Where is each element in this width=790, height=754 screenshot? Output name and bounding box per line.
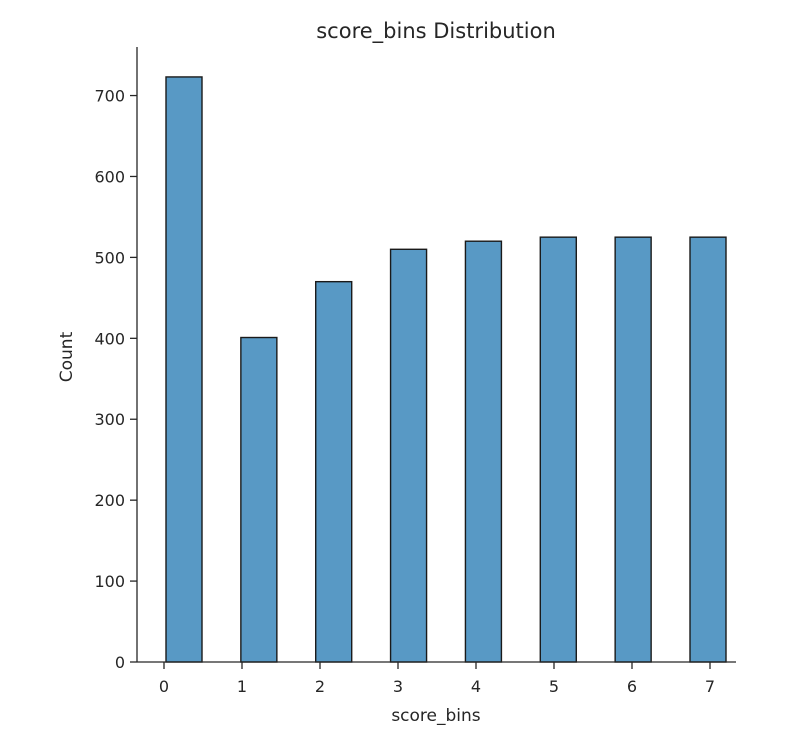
bar-0 [165, 76, 203, 663]
y-tick-label-0: 0 [115, 653, 125, 672]
x-axis-title: score_bins [391, 706, 480, 726]
x-axis-ticks: 0 1 2 3 4 5 6 7 [159, 662, 715, 696]
bar-4 [464, 240, 503, 663]
bar-series [165, 76, 727, 663]
x-tick-label-6: 6 [627, 677, 637, 696]
x-tick-label-4: 4 [471, 677, 481, 696]
bar-2 [315, 280, 353, 663]
x-tick-label-5: 5 [549, 677, 559, 696]
x-tick-label-3: 3 [393, 677, 403, 696]
x-tick-label-2: 2 [315, 677, 325, 696]
y-tick-label-300: 300 [94, 410, 125, 429]
y-tick-label-600: 600 [94, 167, 125, 186]
y-tick-label-500: 500 [94, 248, 125, 267]
y-axis-title: Count [57, 331, 77, 382]
chart-title: score_bins Distribution [316, 19, 556, 44]
y-tick-label-700: 700 [94, 87, 125, 106]
bar-1 [240, 336, 278, 663]
y-axis-ticks: 0 100 200 300 400 500 600 700 [94, 87, 137, 672]
x-tick-label-0: 0 [159, 677, 169, 696]
bar-3 [389, 248, 428, 663]
x-tick-label-1: 1 [237, 677, 247, 696]
y-tick-label-400: 400 [94, 329, 125, 348]
bar-6 [614, 236, 652, 663]
bar-7 [689, 236, 727, 663]
y-tick-label-100: 100 [94, 572, 125, 591]
y-tick-label-200: 200 [94, 491, 125, 510]
x-tick-label-7: 7 [705, 677, 715, 696]
bar-5 [539, 236, 577, 663]
